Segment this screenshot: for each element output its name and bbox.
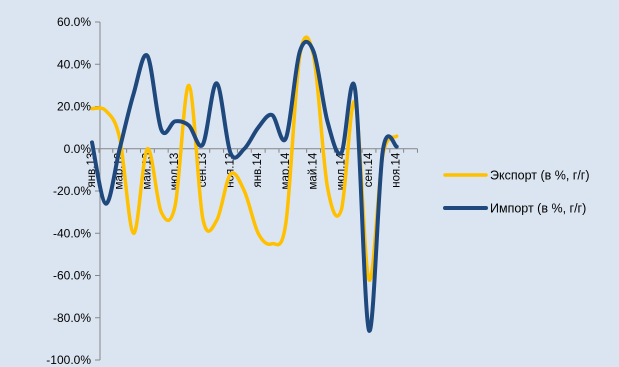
legend: Экспорт (в %, г/г) Импорт (в %, г/г) xyxy=(443,169,590,216)
y-tick-label: -20.0% xyxy=(53,184,91,198)
x-tick-label: сен.14 xyxy=(363,152,375,187)
y-tick-label: -100.0% xyxy=(46,353,91,367)
x-axis: янв.13 мар.13 май.13 июл.13 сен.13 ноя.13 янв.… xyxy=(86,148,418,190)
x-tick-label: ноя.14 xyxy=(391,152,403,188)
legend-label: Импорт (в %, г/г) xyxy=(490,202,586,216)
series-line-import xyxy=(90,39,399,333)
x-tick-label: май.14 xyxy=(308,152,320,189)
series-lines xyxy=(90,35,399,333)
y-axis: 60.0% 40.0% 20.0% 0.0% -20.0% -40.0% -60.0% -80… xyxy=(46,15,101,367)
y-tick-label: -60.0% xyxy=(53,269,91,283)
x-tick-label: янв.14 xyxy=(252,152,264,187)
y-tick-label: 40.0% xyxy=(57,57,91,71)
y-tick-label: -40.0% xyxy=(53,226,91,240)
y-tick-label: 60.0% xyxy=(57,15,91,29)
y-tick-label: -80.0% xyxy=(53,311,91,325)
y-tick-label: 0.0% xyxy=(64,142,92,156)
series-line-export xyxy=(90,35,399,282)
legend-label: Экспорт (в %, г/г) xyxy=(490,169,590,183)
y-tick-label: 20.0% xyxy=(57,100,91,114)
